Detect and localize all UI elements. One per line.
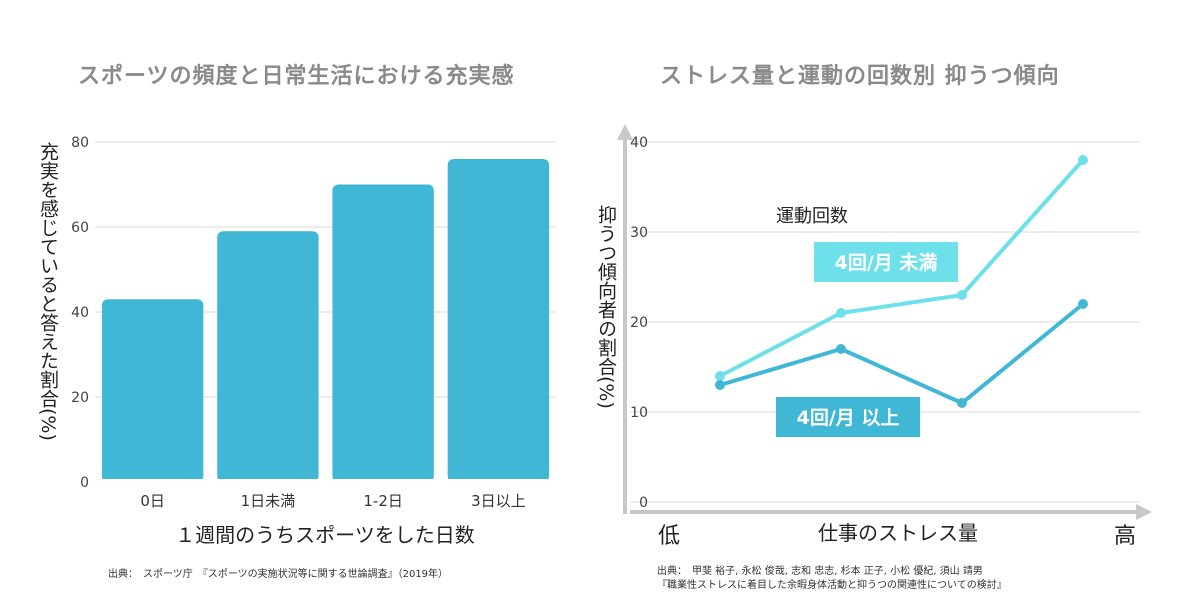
series-line bbox=[719, 302, 1085, 405]
x-axis-arrowhead bbox=[1136, 504, 1152, 520]
line-chart: 抑うつ傾向者の割合(%) 低 高 仕事のストレス量 運動回数 0 10 20 30 40… bbox=[595, 124, 1152, 549]
series-label-background bbox=[776, 397, 920, 437]
line-chart-ylabel: 抑うつ傾向者の割合(%) bbox=[595, 205, 617, 409]
bar-chart: 充実を感じていると答えた割合(%) １週間のうちスポーツをした日数 0 20 40 6… bbox=[37, 135, 558, 547]
series-label-background bbox=[814, 242, 958, 282]
line-chart-title: ストレス量と運動の回数別 抑うつ傾向 bbox=[660, 64, 1060, 89]
y-tick-label: 20 bbox=[71, 390, 89, 406]
x-axis-low-label: 低 bbox=[658, 524, 680, 549]
data-point bbox=[836, 308, 846, 318]
bar bbox=[217, 231, 319, 482]
y-tick-label: 20 bbox=[630, 315, 648, 331]
bar-chart-xlabel: １週間のうちスポーツをした日数 bbox=[175, 523, 475, 547]
y-tick-label: 0 bbox=[639, 495, 648, 511]
bar-chart-ylabel: 充実を感じていると答えた割合(%) bbox=[37, 142, 59, 441]
data-point bbox=[836, 344, 846, 354]
series-label-text: 4回/月 未満 bbox=[835, 251, 938, 274]
series-label-box: 4回/月 以上 bbox=[776, 397, 920, 437]
bar-base-mask bbox=[93, 479, 558, 484]
bar-chart-source: 出典： スポーツ庁 『スポーツの実施状況等に関する世論調査』（2019年） bbox=[108, 569, 449, 580]
series-label-box: 4回/月 未満 bbox=[814, 242, 958, 282]
y-tick-label: 0 bbox=[80, 475, 89, 491]
line-chart-source-title: 『職業性ストレスに着目した余暇身体活動と抑うつの関連性についての検討』 bbox=[657, 580, 1007, 591]
line-chart-source-authors: 出典： 甲斐 裕子, 永松 俊哉, 志和 忠志, 杉本 正子, 小松 優紀, 須… bbox=[657, 566, 983, 577]
y-tick-label: 10 bbox=[630, 405, 648, 421]
series-line bbox=[719, 158, 1085, 378]
x-tick-label: 3日以上 bbox=[471, 492, 526, 510]
bar bbox=[101, 299, 204, 482]
data-point bbox=[715, 380, 725, 390]
y-axis-arrowhead bbox=[617, 124, 633, 140]
x-axis-high-label: 高 bbox=[1114, 524, 1136, 549]
series-label-text: 4回/月 以上 bbox=[797, 407, 900, 429]
y-tick-label: 40 bbox=[71, 305, 89, 321]
y-tick-label: 30 bbox=[630, 225, 648, 241]
x-tick-label: 0日 bbox=[140, 492, 165, 510]
data-point bbox=[715, 371, 725, 381]
y-tick-label: 80 bbox=[71, 135, 89, 151]
data-point bbox=[1078, 155, 1088, 165]
bar bbox=[332, 184, 434, 482]
data-point bbox=[957, 290, 967, 300]
y-tick-label: 40 bbox=[630, 135, 648, 151]
line-chart-xlabel: 仕事のストレス量 bbox=[818, 521, 978, 545]
legend-title: 運動回数 bbox=[776, 206, 848, 227]
x-tick-label: 1-2日 bbox=[363, 492, 403, 510]
bar-chart-title: スポーツの頻度と日常生活における充実感 bbox=[78, 64, 515, 89]
y-tick-label: 60 bbox=[71, 220, 89, 236]
data-point bbox=[957, 398, 967, 408]
data-point bbox=[1078, 299, 1088, 309]
x-tick-label: 1日未満 bbox=[241, 492, 296, 510]
bar bbox=[447, 159, 550, 482]
